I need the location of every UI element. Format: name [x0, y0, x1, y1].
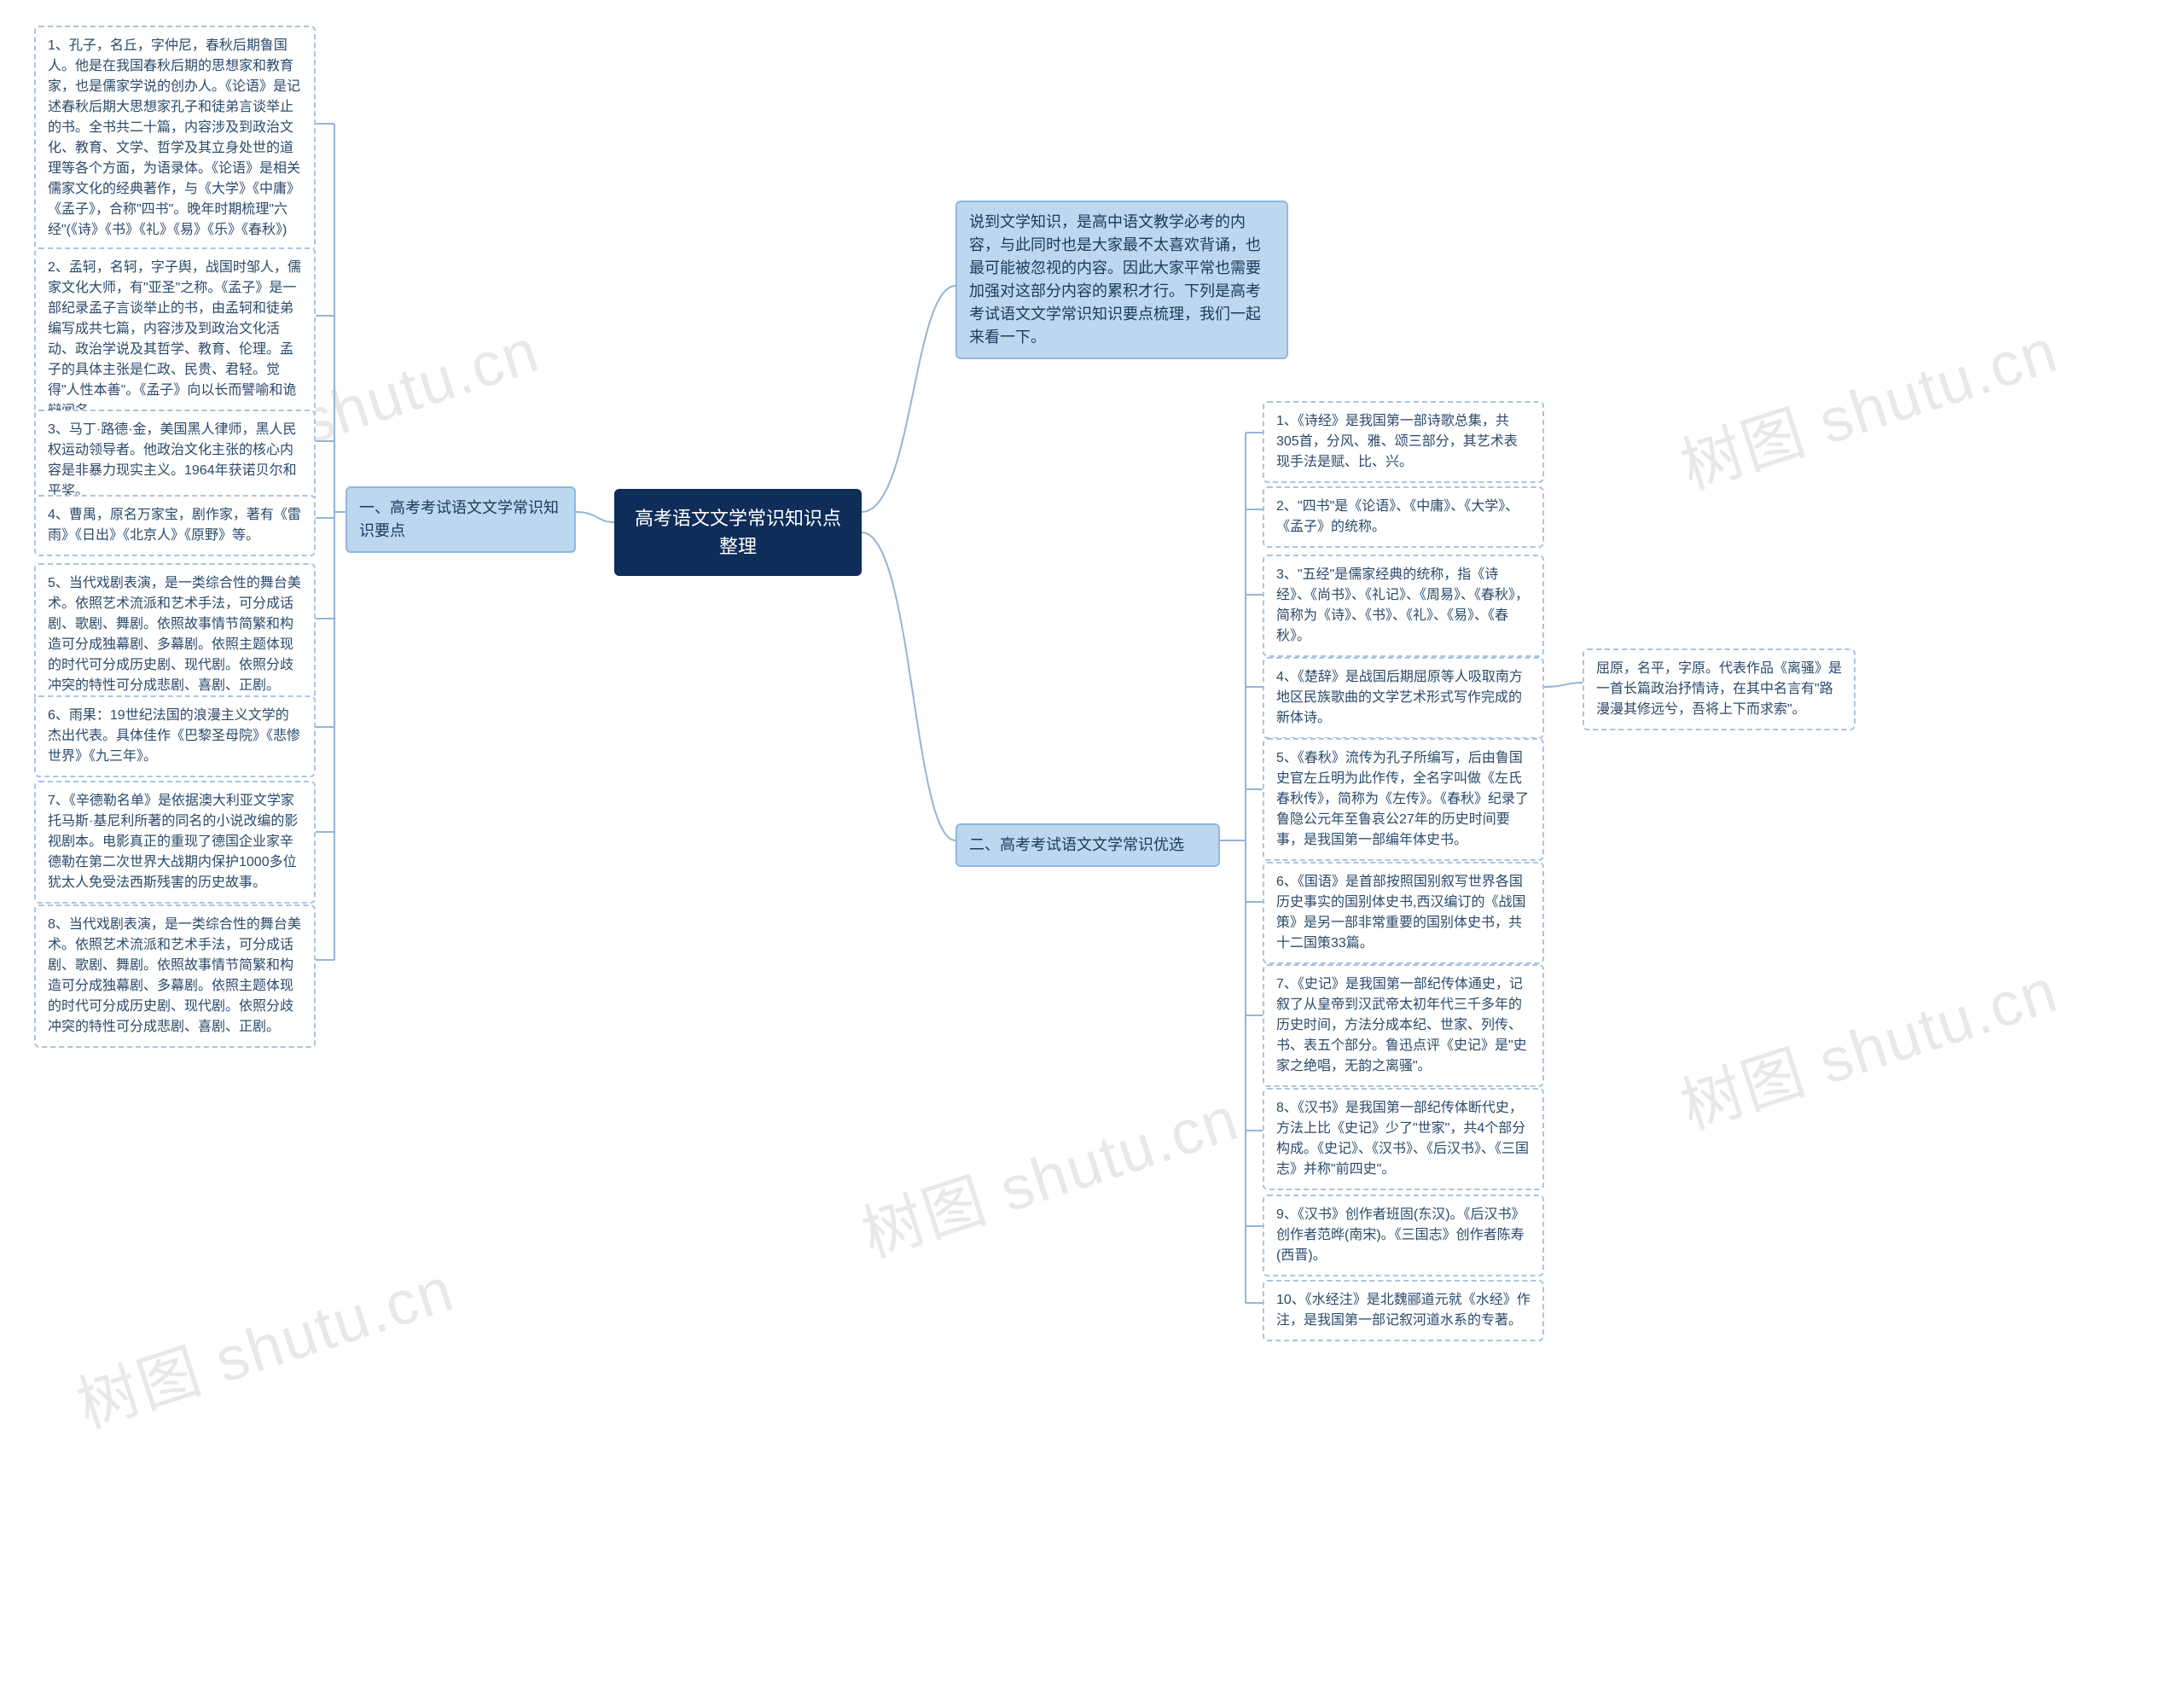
leaf-text: 1、孔子，名丘，字仲尼，春秋后期鲁国人。他是在我国春秋后期的思想家和教育家，也是… [48, 38, 300, 237]
leaf-right-3: 3、"五经"是儒家经典的统称，指《诗经》、《尚书》、《礼记》、《周易》、《春秋》… [1263, 555, 1544, 657]
leaf-text: 8、《汉书》是我国第一部纪传体断代史，方法上比《史记》少了"世家"，共4个部分构… [1276, 1101, 1529, 1177]
leaf-text: 4、《楚辞》是战国后期屈原等人吸取南方地区民族歌曲的文学艺术形式写作完成的新体诗… [1276, 670, 1523, 725]
center-title-line2: 整理 [631, 532, 845, 561]
leaf-text: 6、雨果：19世纪法国的浪漫主义文学的杰出代表。具体佳作《巴黎圣母院》《悲惨世界… [48, 708, 300, 764]
watermark: 树图 shutu.cn [1668, 940, 2067, 1146]
leaf-left-6: 6、雨果：19世纪法国的浪漫主义文学的杰出代表。具体佳作《巴黎圣母院》《悲惨世界… [34, 695, 316, 777]
leaf-text: 4、曹禺，原名万家宝，剧作家，著有《雷雨》《日出》《北京人》《原野》等。 [48, 508, 301, 543]
leaf-text: 5、《春秋》流传为孔子所编写，后由鲁国史官左丘明为此作传，全名字叫做《左氏春秋传… [1276, 751, 1529, 847]
branch-left: 一、高考考试语文文学常识知识要点 [346, 486, 576, 553]
leaf-text: 3、"五经"是儒家经典的统称，指《诗经》、《尚书》、《礼记》、《周易》、《春秋》… [1276, 567, 1529, 643]
branch-right: 二、高考考试语文文学常识优选 [956, 823, 1220, 867]
leaf-text: 5、当代戏剧表演，是一类综合性的舞台美术。依照艺术流派和艺术手法，可分成话剧、歌… [48, 576, 301, 693]
leaf-right-9: 9、《汉书》创作者班固(东汉)。《后汉书》创作者范晔(南宋)。《三国志》创作者陈… [1263, 1195, 1544, 1276]
center-node: 高考语文文学常识知识点 整理 [614, 489, 862, 576]
leaf-text: 1、《诗经》是我国第一部诗歌总集，共305首，分风、雅、颂三部分，其艺术表现手法… [1276, 414, 1518, 469]
leaf-text: 7、《史记》是我国第一部纪传体通史，记叙了从皇帝到汉武帝太初年代三千多年的历史时… [1276, 977, 1527, 1073]
leaf-left-5: 5、当代戏剧表演，是一类综合性的舞台美术。依照艺术流派和艺术手法，可分成话剧、歌… [34, 563, 316, 706]
leaf-right-6: 6、《国语》是首部按照国别叙写世界各国历史事实的国别体史书,西汉编订的《战国策》… [1263, 862, 1544, 964]
leaf-text: 9、《汉书》创作者班固(东汉)。《后汉书》创作者范晔(南宋)。《三国志》创作者陈… [1276, 1207, 1525, 1263]
leaf-right-1: 1、《诗经》是我国第一部诗歌总集，共305首，分风、雅、颂三部分，其艺术表现手法… [1263, 401, 1544, 483]
leaf-right-7: 7、《史记》是我国第一部纪传体通史，记叙了从皇帝到汉武帝太初年代三千多年的历史时… [1263, 964, 1544, 1087]
leaf-left-4: 4、曹禺，原名万家宝，剧作家，著有《雷雨》《日出》《北京人》《原野》等。 [34, 495, 316, 556]
leaf-right-8: 8、《汉书》是我国第一部纪传体断代史，方法上比《史记》少了"世家"，共4个部分构… [1263, 1088, 1544, 1190]
leaf-right-2: 2、"四书"是《论语》、《中庸》、《大学》、《孟子》的统称。 [1263, 486, 1544, 548]
leaf-right-4-child: 屈原，名平，字原。代表作品《离骚》是一首长篇政治抒情诗，在其中名言有"路漫漫其修… [1583, 648, 1856, 730]
leaf-text: 3、马丁·路德·金，美国黑人律师，黑人民权运动领导者。他政治文化主张的核心内容是… [48, 422, 297, 498]
branch-right-label: 二、高考考试语文文学常识优选 [969, 836, 1184, 853]
intro-node: 说到文学知识，是高中语文教学必考的内容，与此同时也是大家最不太喜欢背诵，也最可能… [956, 201, 1288, 359]
watermark: 树图 shutu.cn [1668, 300, 2067, 506]
center-title-line1: 高考语文文学常识知识点 [631, 504, 845, 532]
leaf-right-4: 4、《楚辞》是战国后期屈原等人吸取南方地区民族歌曲的文学艺术形式写作完成的新体诗… [1263, 657, 1544, 739]
leaf-text: 8、当代戏剧表演，是一类综合性的舞台美术。依照艺术流派和艺术手法，可分成话剧、歌… [48, 917, 301, 1034]
leaf-text: 10、《水经注》是北魏郦道元就《水经》作注，是我国第一部记叙河道水系的专著。 [1276, 1293, 1531, 1328]
branch-left-label: 一、高考考试语文文学常识知识要点 [359, 499, 559, 539]
watermark: 树图 shutu.cn [849, 1068, 1248, 1274]
leaf-text: 2、孟轲，名轲，字子舆，战国时邹人，儒家文化大师，有"亚圣"之称。《孟子》是一部… [48, 260, 301, 418]
leaf-text: 7、《辛德勒名单》是依据澳大利亚文学家托马斯·基尼利所著的同名的小说改编的影视剧… [48, 794, 298, 890]
leaf-left-7: 7、《辛德勒名单》是依据澳大利亚文学家托马斯·基尼利所著的同名的小说改编的影视剧… [34, 781, 316, 904]
leaf-left-8: 8、当代戏剧表演，是一类综合性的舞台美术。依照艺术流派和艺术手法，可分成话剧、歌… [34, 904, 316, 1048]
leaf-right-10: 10、《水经注》是北魏郦道元就《水经》作注，是我国第一部记叙河道水系的专著。 [1263, 1280, 1544, 1341]
leaf-right-5: 5、《春秋》流传为孔子所编写，后由鲁国史官左丘明为此作传，全名字叫做《左氏春秋传… [1263, 738, 1544, 861]
leaf-left-1: 1、孔子，名丘，字仲尼，春秋后期鲁国人。他是在我国春秋后期的思想家和教育家，也是… [34, 26, 316, 251]
intro-text: 说到文学知识，是高中语文教学必考的内容，与此同时也是大家最不太喜欢背诵，也最可能… [969, 213, 1261, 346]
leaf-text: 6、《国语》是首部按照国别叙写世界各国历史事实的国别体史书,西汉编订的《战国策》… [1276, 875, 1525, 951]
leaf-text: 2、"四书"是《论语》、《中庸》、《大学》、《孟子》的统称。 [1276, 499, 1519, 534]
watermark: 树图 shutu.cn [64, 1239, 463, 1445]
leaf-left-2: 2、孟轲，名轲，字子舆，战国时邹人，儒家文化大师，有"亚圣"之称。《孟子》是一部… [34, 247, 316, 432]
leaf-text: 屈原，名平，字原。代表作品《离骚》是一首长篇政治抒情诗，在其中名言有"路漫漫其修… [1596, 661, 1842, 717]
